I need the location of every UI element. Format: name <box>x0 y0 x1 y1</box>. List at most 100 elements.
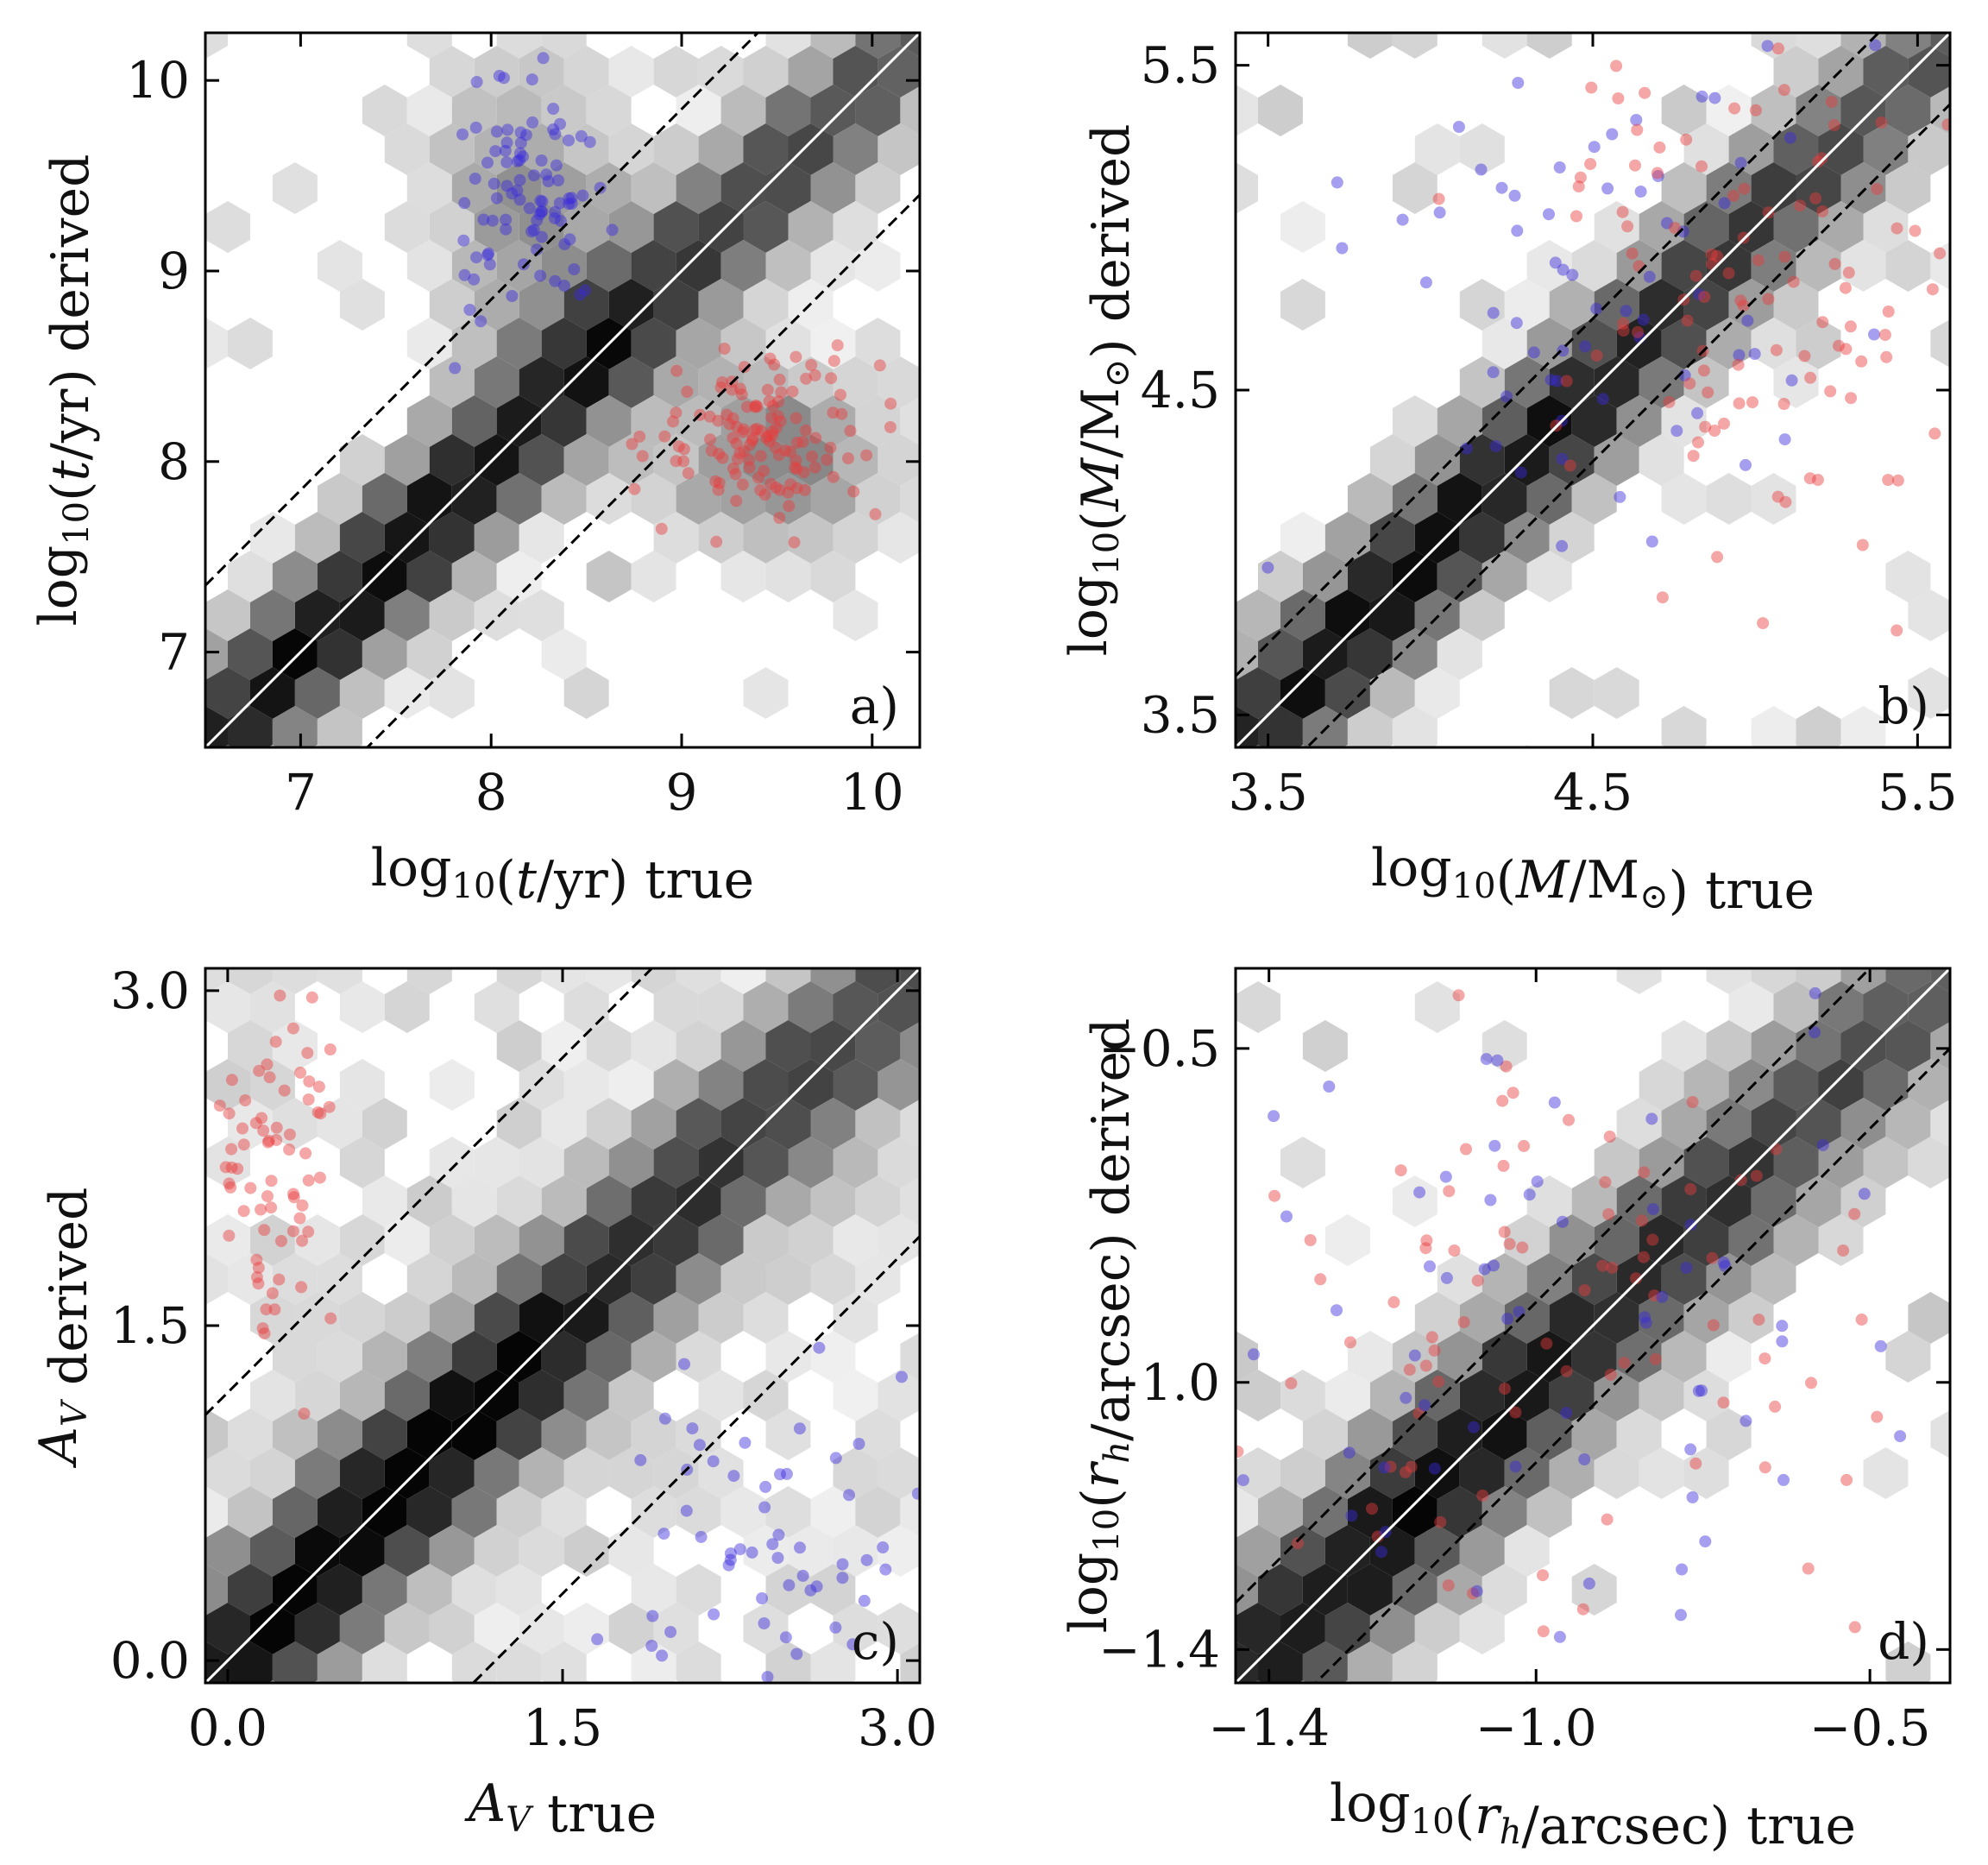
scatter-point-blue <box>488 177 500 190</box>
scatter-point-blue <box>1693 288 1706 301</box>
scatter-point-blue <box>1776 1320 1789 1333</box>
hexbin-cell <box>1526 1486 1572 1538</box>
panel-a: 7 8 9 10 7 8 9 10 log10(t/yr) true log10(t/yr) de… <box>28 31 922 910</box>
hexbin-cell <box>474 589 519 641</box>
identity-line <box>205 33 920 747</box>
hexbin-cell <box>1930 1099 1950 1149</box>
scatter-point-red <box>1304 1234 1317 1246</box>
scatter-point-red <box>1702 386 1714 399</box>
scatter-point-red <box>628 482 641 495</box>
hexbin-cell <box>563 356 609 408</box>
hexbin-cell <box>1571 395 1617 447</box>
scatter-point-red <box>727 412 739 425</box>
scatter-point-red <box>1606 1261 1619 1274</box>
scatter-point-red <box>737 423 750 436</box>
hexbin-cell <box>1616 1175 1662 1227</box>
scatter-point-red <box>723 418 736 431</box>
scatter-point-red <box>736 478 749 491</box>
hexbin-cell <box>1549 667 1595 719</box>
hexbin-cell <box>1639 1137 1684 1188</box>
scatter-point-blue <box>858 1594 871 1607</box>
hexbin-cell <box>1236 706 1258 747</box>
scatter-point-red <box>790 454 802 467</box>
scatter-point-red <box>1292 1537 1304 1550</box>
hexbin-cell <box>496 162 542 214</box>
scatter-point-red <box>744 438 757 451</box>
scatter-point-red <box>1824 385 1837 398</box>
scatter-point-red <box>261 1058 274 1071</box>
hexbin-cell <box>496 551 542 602</box>
hexbin-cell <box>317 1098 362 1150</box>
scatter-point-red <box>1604 1368 1617 1381</box>
scatter-point-red <box>287 1188 299 1200</box>
scatter-point-red <box>750 400 762 412</box>
identity-line <box>1236 33 1950 747</box>
hexbin-cell <box>1414 123 1460 175</box>
scatter-point-red <box>237 1138 250 1151</box>
scatter-point-red <box>713 447 726 460</box>
hexbin-cell <box>1324 512 1370 564</box>
scatter-point-red <box>1699 420 1712 433</box>
scatter-point-red <box>1394 1164 1407 1177</box>
scatter-point-red <box>1601 1513 1614 1526</box>
hexbin-cell <box>698 1370 744 1421</box>
scatter-point-red <box>219 1161 232 1174</box>
scatter-point-red <box>1599 1175 1612 1188</box>
hexbin-cell <box>1773 1059 1819 1111</box>
scatter-point-red <box>755 425 768 438</box>
hexbin-cell <box>1414 434 1460 486</box>
hexbin-cell <box>900 474 920 524</box>
scatter-point-blue <box>517 150 529 163</box>
hexbin-cell <box>1302 1020 1348 1072</box>
scatter-point-red <box>257 1125 270 1137</box>
hexbin-cell <box>855 85 901 136</box>
scatter-point-red <box>1497 1159 1510 1172</box>
scatter-point-red <box>716 376 728 388</box>
scatter-point-blue <box>1378 1461 1391 1474</box>
scatter-point-red <box>302 1174 315 1187</box>
scatter-point-red <box>764 477 777 490</box>
hexbin-cell <box>519 1137 564 1188</box>
scatter-point-blue <box>1491 1054 1504 1067</box>
hexbin-cell <box>205 1641 228 1683</box>
hexbin-cell <box>429 1525 475 1577</box>
scatter-point-red <box>1268 1189 1281 1202</box>
scatter-point-red <box>842 452 854 465</box>
scatter-point-blue <box>1777 1473 1790 1486</box>
scatter-point-red <box>252 1262 265 1274</box>
hexbin-cell <box>519 201 564 253</box>
hexbin-cell <box>474 279 519 331</box>
scatter-point-blue <box>793 1422 806 1435</box>
hexbin-cell <box>429 512 475 564</box>
hexbin-cell <box>272 551 318 602</box>
scatter-point-red <box>256 1322 269 1335</box>
hexbin-cell <box>451 395 497 447</box>
hexbin-cell <box>1459 434 1505 486</box>
hexbin-cell <box>1236 1603 1280 1654</box>
scatter-point-blue <box>490 125 503 138</box>
scatter-point-blue <box>1761 40 1774 53</box>
hexbin-cell <box>1258 1486 1303 1538</box>
hexbin-cell <box>563 1292 609 1344</box>
scatter-point-blue <box>1686 1491 1699 1503</box>
scatter-point-red <box>323 1100 336 1113</box>
scatter-point-blue <box>1639 1311 1651 1324</box>
hexbin-cell <box>339 434 385 486</box>
hexbin-cell <box>1324 1447 1370 1499</box>
scatter-point-blue <box>1601 182 1614 195</box>
scatter-point-red <box>1574 171 1587 184</box>
scatter-point-blue <box>565 198 578 210</box>
hexbin-cell <box>900 1099 920 1149</box>
hexbin-cell <box>1236 1331 1258 1383</box>
scatter-point-red <box>1616 205 1629 218</box>
hexbin-cell <box>317 628 362 680</box>
hexbin-cell <box>294 1214 340 1266</box>
scatter-point-red <box>250 1253 263 1266</box>
scatter-point-red <box>682 467 695 480</box>
hexbin-cell <box>653 279 699 331</box>
scatter-point-red <box>225 1074 238 1087</box>
scatter-point-red <box>1771 490 1784 503</box>
hexbin-cell <box>1302 551 1348 602</box>
hexbin-cell <box>1661 1098 1707 1150</box>
hexbin-cell <box>317 1641 362 1683</box>
